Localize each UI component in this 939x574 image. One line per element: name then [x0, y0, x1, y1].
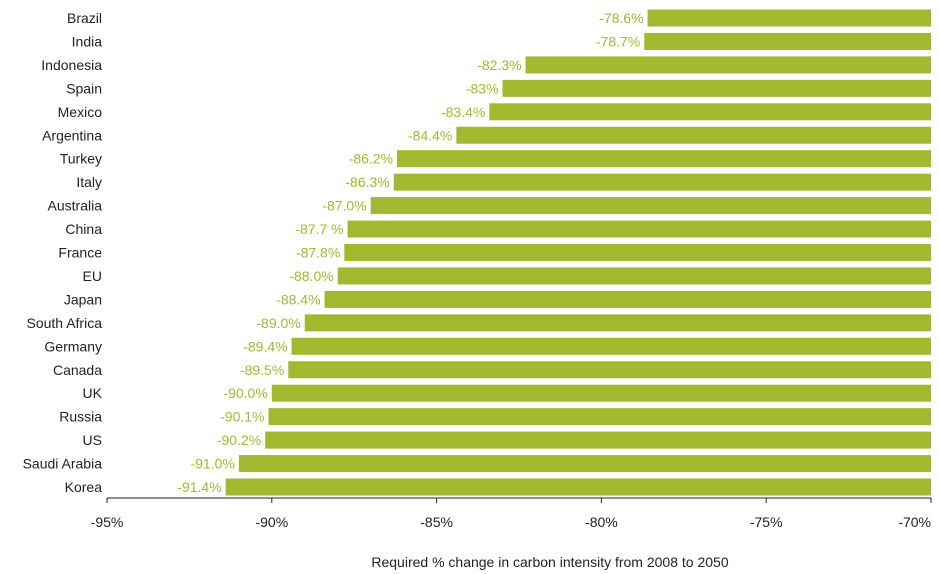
bar: [304, 314, 931, 332]
x-tick-label: -90%: [255, 514, 288, 530]
category-label: Japan: [64, 291, 102, 307]
category-label: Russia: [59, 409, 102, 425]
bar: [525, 56, 931, 74]
category-label: Turkey: [60, 151, 102, 167]
value-label: -87.7 %: [295, 221, 343, 237]
x-tick-label: -85%: [420, 514, 453, 530]
category-label: Argentina: [42, 127, 102, 143]
category-label: India: [72, 33, 103, 49]
x-tick-label: -70%: [898, 514, 931, 530]
value-label: -90.1%: [220, 409, 264, 425]
bar: [393, 173, 931, 191]
category-label: Canada: [53, 362, 102, 378]
value-label: -91.0%: [190, 456, 234, 472]
bar: [502, 79, 931, 97]
category-label: UK: [83, 385, 103, 401]
x-axis-ticks-group: -95% -90% -85% -80% -75% -70%: [91, 498, 932, 530]
category-label: Indonesia: [41, 57, 102, 73]
x-tick-label: -75%: [750, 514, 783, 530]
category-label: France: [58, 245, 102, 261]
bar: [288, 361, 931, 379]
category-label: Saudi Arabia: [23, 456, 103, 472]
category-label: Korea: [65, 479, 103, 495]
value-label: -78.6%: [599, 10, 643, 26]
value-label: -90.0%: [223, 385, 267, 401]
bar: [370, 197, 931, 215]
x-tick-label: -95%: [91, 514, 124, 530]
category-label: China: [65, 221, 102, 237]
bar: [397, 150, 932, 168]
value-label: -86.3%: [345, 174, 389, 190]
category-labels-group: Brazil India Indonesia Spain Mexico Argentina…: [23, 10, 103, 495]
value-label: -87.0%: [322, 198, 366, 214]
bars-group: [225, 9, 932, 496]
category-label: Spain: [66, 80, 102, 96]
category-label: Germany: [44, 338, 102, 354]
bar: [238, 455, 932, 473]
value-label: -82.3%: [477, 57, 521, 73]
x-axis-title: Required % change in carbon intensity fr…: [371, 554, 728, 570]
category-label: Mexico: [58, 104, 103, 120]
value-label: -87.8%: [296, 245, 340, 261]
value-label: -83%: [466, 80, 499, 96]
bar: [647, 9, 931, 27]
category-label: South Africa: [27, 315, 103, 331]
value-label: -78.7%: [596, 33, 640, 49]
bar: [271, 384, 931, 402]
value-label: -89.5%: [240, 362, 284, 378]
bar: [291, 337, 931, 355]
category-label: Brazil: [67, 10, 102, 26]
bar: [489, 103, 931, 121]
value-label: -88.0%: [289, 268, 333, 284]
bar: [337, 267, 932, 285]
category-label: EU: [83, 268, 102, 284]
value-label: -90.2%: [217, 432, 261, 448]
value-labels-group: -78.6% -78.7% -82.3% -83% -83.4% -84.4% -86.2%…: [177, 10, 643, 495]
bar: [268, 408, 931, 426]
x-tick-label: -80%: [585, 514, 618, 530]
bar: [225, 478, 931, 496]
value-label: -83.4%: [441, 104, 485, 120]
category-label: Italy: [76, 174, 102, 190]
value-label: -84.4%: [408, 127, 452, 143]
value-label: -91.4%: [177, 479, 221, 495]
bar: [644, 32, 931, 50]
bar: [456, 126, 931, 144]
value-label: -89.4%: [243, 338, 287, 354]
bar: [344, 244, 931, 261]
bar: [324, 290, 931, 308]
value-label: -86.2%: [349, 151, 393, 167]
category-label: US: [83, 432, 102, 448]
bar: [347, 220, 931, 238]
value-label: -88.4%: [276, 291, 320, 307]
category-label: Australia: [48, 198, 103, 214]
value-label: -89.0%: [256, 315, 300, 331]
bar: [265, 431, 931, 449]
